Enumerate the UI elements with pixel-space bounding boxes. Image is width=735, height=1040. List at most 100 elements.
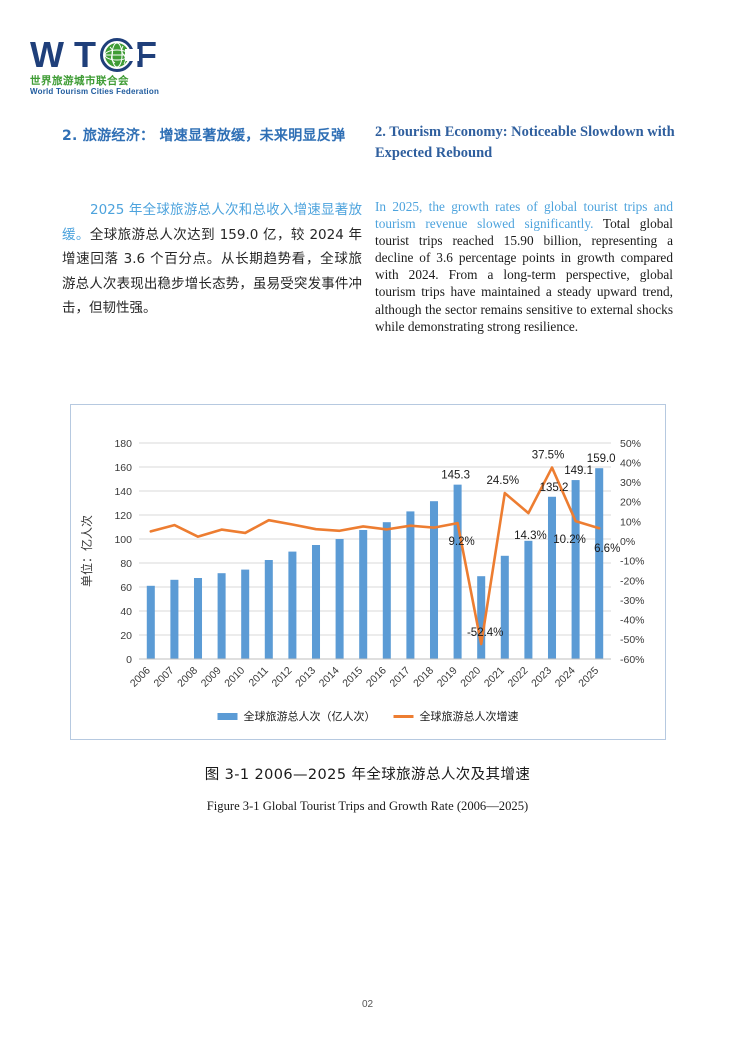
x-axis-tick: 2023 (529, 665, 554, 690)
y2-axis-tick: 40% (620, 457, 641, 469)
x-axis-tick: 2022 (506, 665, 531, 690)
wtcf-letters-icon: W T F (30, 36, 158, 75)
paragraph-cn: 2025 年全球旅游总人次和总收入增速显著放缓。全球旅游总人次达到 159.0 … (62, 198, 362, 321)
globe-icon (100, 38, 139, 72)
logo-chinese-name: 世界旅游城市联合会 (30, 75, 129, 87)
page-number: 02 (361, 999, 374, 1010)
line-data-label: -52.4% (467, 627, 503, 639)
chart-bar (595, 468, 604, 659)
x-axis-tick: 2025 (576, 665, 601, 690)
bar-data-label: 145.3 (441, 470, 470, 482)
legend-label-line: 全球旅游总人次增速 (420, 709, 519, 723)
x-axis-tick: 2009 (199, 665, 224, 690)
x-axis-tick: 2021 (482, 665, 507, 690)
figure-caption-cn: 图 3-1 2006—2025 年全球旅游总人次及其增速 (204, 767, 531, 783)
svg-text:F: F (135, 36, 158, 75)
logo-wordmark: W T F (30, 36, 190, 75)
line-data-label: 37.5% (532, 450, 565, 462)
chart-bar (335, 539, 344, 659)
chart-bar (429, 501, 439, 659)
y2-axis-tick: -50% (620, 634, 645, 646)
y2-axis-tick: -20% (620, 575, 645, 587)
y-axis-tick: 120 (114, 510, 132, 522)
x-axis-tick: 2014 (317, 665, 342, 690)
chart-bar (146, 585, 155, 659)
chart-bar (241, 569, 250, 659)
line-data-label: 6.6% (594, 543, 620, 555)
y-axis-tick: 160 (114, 462, 132, 474)
paragraph-cn-highlight: 2025 年全球旅游总人次和总收入增速显著放缓。 (62, 202, 362, 243)
svg-text:W: W (30, 36, 65, 75)
y-axis-tick: 100 (114, 534, 132, 546)
chart-bar (382, 522, 391, 659)
x-axis-tick: 2020 (458, 665, 483, 690)
y2-axis-tick: 20% (620, 497, 641, 509)
chart-line (149, 466, 601, 646)
x-axis-tick: 2010 (222, 665, 247, 690)
x-axis-tick: 2017 (388, 665, 413, 690)
paragraph-en-rest: Total global tourist trips reached 15.90… (375, 216, 673, 334)
line-data-label: 24.5% (486, 475, 519, 487)
x-axis-tick: 2018 (411, 665, 436, 690)
chart-bar (264, 560, 273, 659)
chart-figure: 0 20 40 60 80 100 120 140 160 180 -60% -50% -40% -30%… (70, 404, 666, 740)
y2-axis-tick: 10% (620, 516, 641, 528)
section-heading-cn: 2. 旅游经济： 增速显著放缓，未来明显反弹 (62, 128, 346, 144)
paragraph-cn-rest: 全球旅游总人次达到 159.0 亿，较 2024 年增速回落 3.6 个百分点。… (62, 226, 363, 317)
chart-bar (524, 540, 533, 659)
chart-bar (288, 551, 297, 659)
paragraph-en-highlight: In 2025, the growth rates of global tour… (375, 199, 673, 232)
y2-axis-tick: -30% (620, 595, 645, 607)
x-axis-tick: 2013 (293, 665, 318, 690)
y-axis-title: 单位：亿人次 (79, 515, 94, 587)
x-axis-tick: 2008 (175, 665, 200, 690)
chart-canvas: 0 20 40 60 80 100 120 140 160 180 -60% -50% -40% -30%… (79, 438, 645, 723)
y2-axis-tick: -40% (620, 615, 645, 627)
figure-caption-en: Figure 3-1 Global Tourist Trips and Grow… (206, 799, 529, 813)
x-axis-tick: 2007 (152, 665, 177, 690)
chart-bar (547, 496, 557, 659)
chart-bar (193, 578, 203, 659)
chart-bar (170, 579, 179, 659)
y2-axis-tick: 50% (620, 438, 641, 450)
section-heading-en: 2. Tourism Economy: Noticeable Slowdown … (375, 124, 675, 161)
y-axis-tick: 20 (120, 630, 132, 642)
y2-axis-tick: 30% (620, 477, 641, 489)
paragraph-en: In 2025, the growth rates of global tour… (375, 198, 673, 335)
bar-data-label: 159.0 (587, 453, 616, 465)
y2-axis-tick: -10% (620, 556, 645, 568)
y-axis-tick: 140 (114, 486, 132, 498)
line-data-label: 10.2% (553, 534, 586, 546)
x-axis-tick: 2019 (435, 665, 460, 690)
x-axis-tick: 2015 (340, 665, 365, 690)
y2-axis-tick: -60% (620, 654, 645, 666)
y-axis-tick: 40 (120, 606, 132, 618)
y-axis-tick: 180 (114, 438, 132, 450)
legend-label-bar: 全球旅游总人次（亿人次） (244, 709, 376, 723)
chart-bar (406, 511, 415, 659)
svg-text:T: T (74, 36, 97, 75)
y-axis-tick: 60 (120, 582, 132, 594)
y2-axis-tick: 0% (620, 536, 635, 548)
x-axis-tick: 2024 (553, 665, 578, 690)
chart-bar (453, 484, 462, 659)
x-axis-tick: 2006 (128, 665, 153, 690)
chart-bar (571, 480, 580, 659)
chart-bar (359, 530, 368, 659)
x-axis-tick: 2012 (270, 665, 295, 690)
y-axis-tick: 0 (126, 654, 132, 666)
legend-swatch-bar (217, 713, 238, 720)
chart-bar (311, 545, 321, 659)
x-axis-tick: 2016 (364, 665, 389, 690)
chart-bar (477, 576, 486, 659)
line-data-label: 9.2% (448, 536, 474, 548)
line-data-label: 14.3% (514, 530, 547, 542)
chart-bar (217, 573, 226, 659)
x-axis-tick: 2011 (246, 665, 271, 690)
wtcf-logo: W T F 世界旅游城市联合会 World Tourism Cities Fed… (30, 36, 190, 96)
y-axis-tick: 80 (120, 558, 132, 570)
bar-data-label: 135.2 (540, 482, 569, 494)
chart-bar (500, 555, 509, 659)
bar-data-label: 149.1 (564, 465, 593, 477)
